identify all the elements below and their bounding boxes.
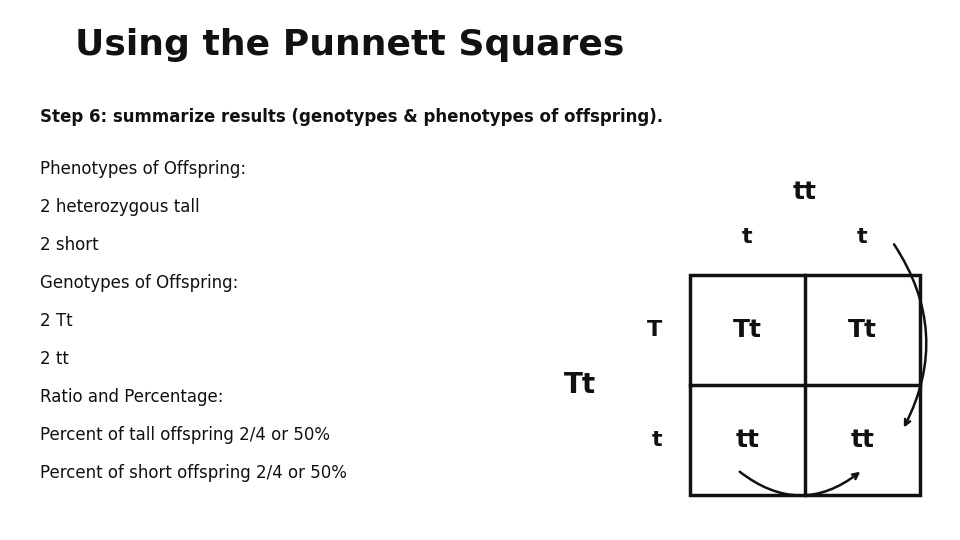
Text: 2 Tt: 2 Tt [40,312,73,330]
Bar [690,275,920,495]
Text: tt: tt [793,180,817,204]
Text: 2 short: 2 short [40,236,99,254]
Text: t: t [857,227,868,247]
Text: Step 6: summarize results (genotypes & phenotypes of offspring).: Step 6: summarize results (genotypes & p… [40,108,663,126]
Text: t: t [742,227,753,247]
Text: Percent of tall offspring 2/4 or 50%: Percent of tall offspring 2/4 or 50% [40,426,330,444]
Text: Tt: Tt [848,318,877,342]
Text: Percent of short offspring 2/4 or 50%: Percent of short offspring 2/4 or 50% [40,464,347,482]
Text: Tt: Tt [564,371,596,399]
Text: 2 heterozygous tall: 2 heterozygous tall [40,198,200,216]
Text: Tt: Tt [733,318,762,342]
Text: t: t [652,430,662,450]
Text: Genotypes of Offspring:: Genotypes of Offspring: [40,274,238,292]
Text: tt: tt [851,428,875,452]
Text: Using the Punnett Squares: Using the Punnett Squares [75,28,624,62]
Text: Ratio and Percentage:: Ratio and Percentage: [40,388,224,406]
Text: 2 tt: 2 tt [40,350,69,368]
Text: Phenotypes of Offspring:: Phenotypes of Offspring: [40,160,246,178]
Text: T: T [647,320,662,340]
Text: tt: tt [735,428,759,452]
